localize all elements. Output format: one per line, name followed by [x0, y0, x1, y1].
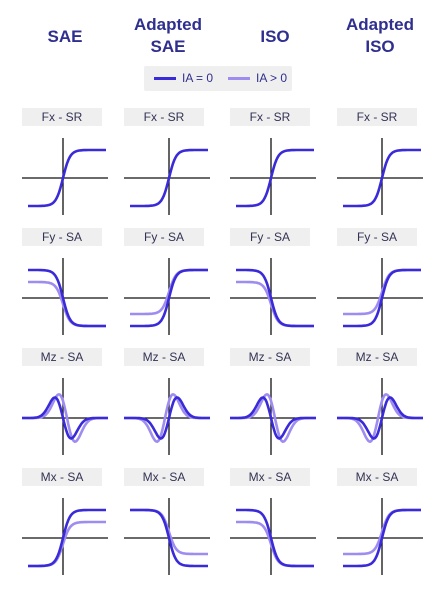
panel-label: Fx - SR — [230, 108, 310, 126]
curve-ia-zero — [230, 396, 316, 440]
curve-ia-positive — [28, 520, 106, 568]
curve-ia-zero — [343, 148, 421, 208]
curve-ia-zero — [124, 396, 210, 440]
panel-label: Fx - SR — [337, 108, 417, 126]
curve-ia-zero — [343, 508, 421, 568]
curve-ia-zero — [28, 508, 106, 568]
legend-label: IA > 0 — [256, 71, 288, 85]
curve-ia-zero — [337, 396, 423, 440]
column-header-iso: ISO — [225, 26, 325, 48]
panel-label: Fy - SA — [337, 228, 417, 246]
column-header-label: Adapted SAE — [134, 15, 202, 56]
panel-label: Mz - SA — [22, 348, 102, 366]
panel-label: Mx - SA — [337, 468, 417, 486]
curve-ia-positive — [236, 520, 314, 568]
curve-ia-positive — [28, 280, 106, 328]
panel-label: Fx - SR — [124, 108, 204, 126]
panel-label: Fx - SR — [22, 108, 102, 126]
panel-label: Fy - SA — [230, 228, 310, 246]
curve-ia-zero — [130, 508, 208, 568]
panel-label: Fy - SA — [22, 228, 102, 246]
column-header-adapted-iso: Adapted ISO — [330, 14, 430, 58]
curve-ia-zero — [343, 268, 421, 328]
panel-label: Mx - SA — [124, 468, 204, 486]
curve-ia-zero — [130, 148, 208, 208]
legend-swatch — [228, 77, 250, 80]
curve-ia-zero — [236, 508, 314, 568]
panel-label: Mx - SA — [230, 468, 310, 486]
curve-ia-zero — [22, 396, 108, 440]
curve-ia-positive — [236, 280, 314, 328]
curve-ia-zero — [130, 268, 208, 328]
panel-label: Mx - SA — [22, 468, 102, 486]
panel-label: Fy - SA — [124, 228, 204, 246]
curve-ia-zero — [236, 268, 314, 328]
column-header-label: SAE — [47, 27, 83, 46]
legend-label: IA = 0 — [182, 71, 214, 85]
panel-label: Mz - SA — [124, 348, 204, 366]
panel-label: Mz - SA — [230, 348, 310, 366]
panel-label: Mz - SA — [337, 348, 417, 366]
column-header-sae: SAE — [15, 26, 115, 48]
curve-ia-zero — [28, 268, 106, 328]
column-header-label: ISO — [260, 27, 290, 46]
legend-swatch — [154, 77, 176, 80]
legend: IA = 0 IA > 0 — [144, 66, 292, 91]
column-header-label: Adapted ISO — [346, 15, 414, 56]
curve-ia-zero — [28, 148, 106, 208]
curve-ia-zero — [236, 148, 314, 208]
column-header-adapted-sae: Adapted SAE — [118, 14, 218, 58]
